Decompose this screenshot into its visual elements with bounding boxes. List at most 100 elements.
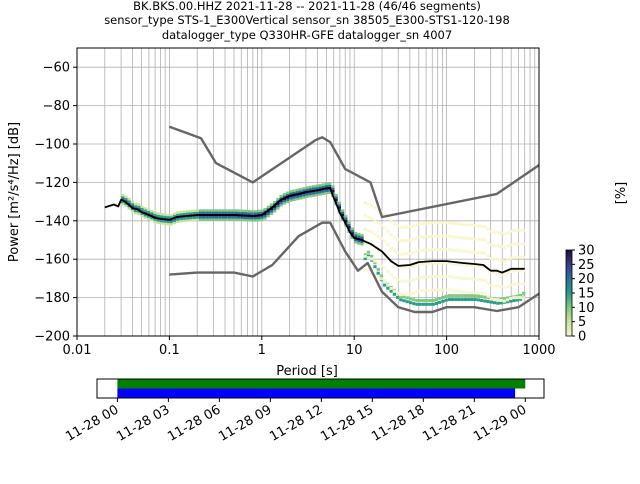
pdf-cell [379,274,384,278]
pdf-cell [169,223,173,226]
pdf-cell [425,298,429,302]
pdf-cell [454,289,458,293]
x-axis-label: Period [s] [276,364,338,379]
pdf-cell [353,238,358,242]
pdf-cell [502,259,506,263]
pdf-cell [438,300,442,304]
pdf-cell [463,298,468,302]
pdf-cell [182,217,186,220]
pdf-cell [434,298,439,302]
pdf-cell [315,191,319,194]
pdf-cell [357,239,361,243]
pdf-cell [153,211,157,214]
pdf-cell [421,262,426,266]
pdf-cell [470,237,474,241]
pdf-cell [473,237,477,241]
pdf-cell [237,216,241,219]
pdf-cell [273,210,277,213]
pdf-cell [263,212,267,216]
timeline-tick-label: 11-28 18 [369,402,427,444]
pdf-cell [392,276,396,280]
pdf-cell [266,210,270,213]
pdf-cell [454,294,458,298]
pdf-cell [256,212,261,215]
pdf-cell [470,294,474,298]
pdf-cell [295,197,299,201]
pdf-cell [389,289,393,293]
pdf-cell [211,209,215,212]
pdf-cell [221,218,225,221]
pdf-cell [227,218,232,221]
pdf-cell [463,250,468,254]
pdf-cell [480,224,484,228]
x-tick-label: 0.01 [63,343,92,358]
pdf-cell [298,188,303,191]
pdf-cell [470,290,474,294]
pdf-cell [492,301,497,305]
pdf-cell [467,277,471,281]
pdf-cell [457,249,461,253]
pdf-cell [505,300,510,304]
pdf-cell [240,211,244,215]
pdf-cell [383,226,387,230]
pdf-cell [444,294,448,298]
pdf-cell [189,212,193,215]
pdf-cell [389,286,393,290]
pdf-cell [137,205,141,209]
pdf-cell [337,206,341,209]
series-line-1 [169,221,540,314]
pdf-cell [266,208,270,211]
pdf-cell [447,221,451,225]
pdf-cell [444,298,448,302]
pdf-cell [218,211,222,214]
pdf-cell [146,210,151,214]
pdf-cell [483,299,487,303]
pdf-cell [418,235,422,239]
pdf-cell [201,216,206,219]
pdf-cell [137,210,141,213]
pdf-cell [428,248,432,252]
pdf-cell [518,255,523,259]
pdf-cell [221,216,225,219]
pdf-cell [140,214,144,218]
pdf-cell [431,288,435,292]
pdf-cell [518,269,523,273]
pdf-cell [405,300,409,304]
pdf-cell [483,278,487,282]
histogram-cells [121,182,526,306]
pdf-cell [189,216,193,220]
pdf-cell [444,288,448,292]
pdf-cell [347,226,351,229]
x-tick-label: 1 [258,343,266,358]
title-line-1: BK.BKS.00.HHZ 2021-11-28 -- 2021-11-28 (… [133,0,481,13]
pdf-cell [176,213,180,217]
pdf-cell [444,221,448,225]
pdf-cell [483,238,487,242]
pdf-cell [159,215,164,218]
pdf-cell [159,212,164,216]
pdf-cell [447,288,451,292]
pdf-cell [305,193,309,196]
pdf-cell [315,186,319,190]
pdf-cell [489,283,493,287]
pdf-cell [146,215,151,218]
pdf-cell [234,218,238,221]
pdf-cell [431,248,435,252]
pdf-cell [363,241,367,245]
pdf-cell [328,182,332,185]
pdf-cell [412,264,416,268]
pdf-cell [412,251,416,255]
pdf-cell [441,299,445,303]
colorbar-tick-label: 0 [578,330,586,345]
pdf-cell [405,292,409,296]
pdf-cell [460,222,464,226]
pdf-cell [522,242,526,246]
pdf-cell [389,246,393,250]
y-axis-ticks: −200 −180 −160 −140 −120 −100 −80 −60 [34,61,77,345]
pdf-cell [454,275,458,279]
pdf-cell [457,276,461,280]
pdf-cell [386,286,390,290]
pdf-cell [321,192,325,195]
pdf-cell [289,199,293,202]
